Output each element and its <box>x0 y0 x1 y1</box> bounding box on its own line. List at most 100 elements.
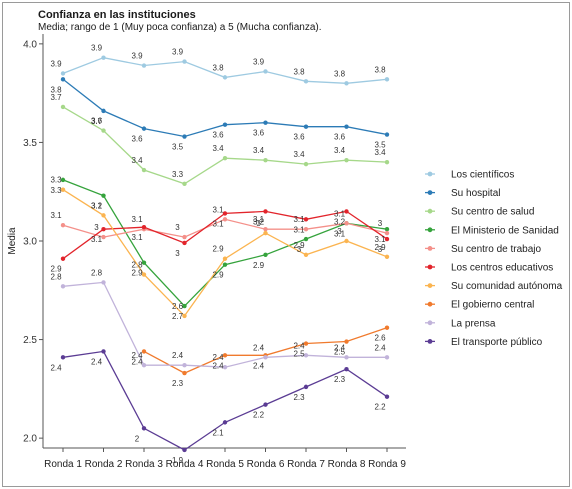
legend-label: El Ministerio de Sanidad <box>451 225 559 236</box>
data-label: 2.5 <box>334 348 346 357</box>
legend-item-el-transporte-publico: El transporte público <box>425 337 543 348</box>
data-point <box>303 161 309 167</box>
data-point <box>182 447 187 453</box>
data-label: 2.8 <box>91 268 103 277</box>
data-point <box>344 339 349 344</box>
data-point <box>101 280 106 285</box>
data-label: 2.2 <box>253 411 265 420</box>
legend: Los científicos Su hospital Su centro de s… <box>425 170 563 348</box>
data-point <box>344 366 349 372</box>
data-point <box>384 236 390 242</box>
data-label: 2.9 <box>253 261 265 270</box>
data-point <box>344 209 349 214</box>
series-line <box>62 78 388 138</box>
data-label: 2.9 <box>374 243 386 252</box>
data-label: 3.8 <box>293 67 305 76</box>
legend-swatch-dot <box>427 171 433 177</box>
data-point <box>344 124 349 129</box>
y-tick-label: 3.0 <box>23 237 37 248</box>
legend-swatch-dot <box>427 339 433 344</box>
data-point <box>141 349 147 354</box>
x-tick-label: Ronda 4 <box>166 459 204 470</box>
data-label: 2.4 <box>91 357 103 366</box>
data-point <box>222 75 228 80</box>
data-point <box>222 122 228 127</box>
data-point <box>182 240 187 246</box>
data-point <box>344 238 349 244</box>
series-los-cientificos <box>60 55 390 86</box>
legend-swatch-dot <box>427 264 433 270</box>
data-point <box>263 157 268 163</box>
data-label: 3.7 <box>50 93 62 102</box>
legend-item-su-centro-de-trabajo: Su centro de trabajo <box>425 244 541 255</box>
data-label: 3.9 <box>91 44 103 53</box>
data-label: 3.6 <box>334 133 346 142</box>
data-point <box>101 349 106 354</box>
legend-item-los-cientificos: Los científicos <box>425 170 514 181</box>
data-label: 3.1 <box>212 205 224 214</box>
data-point <box>182 313 187 319</box>
series-su-centro-de-salud <box>60 104 390 187</box>
data-label: 2.4 <box>50 363 62 372</box>
data-label: 3.6 <box>212 131 224 140</box>
data-point <box>263 120 268 125</box>
data-point <box>141 126 147 131</box>
data-label: 2.3 <box>172 379 184 388</box>
y-tick-label: 3.5 <box>23 138 37 149</box>
data-label: 3.6 <box>253 129 265 138</box>
data-label: 3.8 <box>334 69 346 78</box>
data-label: 3 <box>378 219 383 228</box>
y-tick-label: 2.5 <box>23 335 37 346</box>
data-label: 2.3 <box>334 375 346 384</box>
data-point <box>384 355 390 360</box>
data-point <box>60 77 66 82</box>
data-label: 2.4 <box>334 343 346 352</box>
data-label: 3.7 <box>91 117 103 126</box>
legend-swatch-dot <box>427 208 433 214</box>
legend-swatch-dot <box>427 283 433 288</box>
data-point <box>101 55 106 60</box>
data-label: 2.2 <box>374 403 386 412</box>
data-point <box>303 384 309 390</box>
data-label: 2.9 <box>131 269 143 278</box>
data-label: 3.5 <box>172 143 184 152</box>
x-tick-label: Ronda 3 <box>125 459 163 470</box>
data-label: 3.1 <box>91 235 103 244</box>
data-label: 3.2 <box>334 217 346 226</box>
data-point <box>141 363 147 368</box>
data-label: 3.1 <box>293 225 305 234</box>
x-tick-label: Ronda 6 <box>247 459 285 470</box>
data-point <box>222 256 228 261</box>
data-point <box>263 209 268 214</box>
data-label: 2.4 <box>293 341 305 350</box>
data-label: 3.2 <box>91 202 103 211</box>
data-point <box>60 187 66 192</box>
data-point <box>303 226 309 232</box>
data-label: 3.1 <box>212 219 224 228</box>
data-point <box>344 157 349 163</box>
data-label: 3.1 <box>253 215 265 224</box>
data-point <box>141 260 147 265</box>
data-label: 2.8 <box>50 272 62 281</box>
data-label: 3.4 <box>212 144 224 153</box>
data-label: 2.4 <box>131 351 143 360</box>
data-label: 2.6 <box>374 334 386 343</box>
data-label: 2.5 <box>293 350 305 359</box>
y-tick-label: 2.0 <box>23 434 37 445</box>
y-axis-label: Media <box>7 227 18 255</box>
data-label: 3 <box>256 219 261 228</box>
data-point <box>263 252 268 257</box>
data-point <box>182 363 187 368</box>
legend-item-su-centro-de-salud: Su centro de salud <box>425 207 534 218</box>
data-label: 3.8 <box>212 63 224 72</box>
data-label: 3.1 <box>293 215 305 224</box>
data-point <box>60 256 66 261</box>
data-label: 3 <box>175 223 180 232</box>
legend-label: Los centros educativos <box>451 263 553 274</box>
series-la-prensa <box>60 280 390 370</box>
legend-label: Su comunidad autónoma <box>451 281 563 292</box>
data-point <box>60 104 66 110</box>
data-label: 3.4 <box>374 148 386 157</box>
data-point <box>384 394 390 399</box>
